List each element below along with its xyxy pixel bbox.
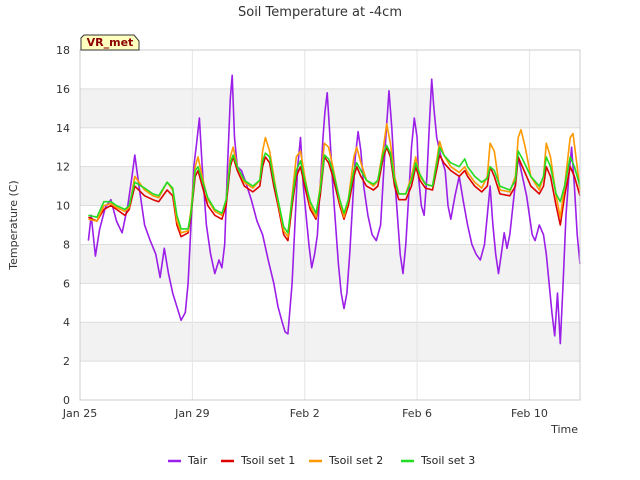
chart-title: Soil Temperature at -4cm bbox=[238, 5, 402, 20]
grid-band bbox=[80, 322, 580, 362]
series-line-tair bbox=[87, 74, 581, 345]
axes bbox=[79, 49, 581, 401]
series-layer bbox=[87, 74, 581, 345]
y-tick-label: 12 bbox=[56, 161, 70, 174]
y-tick-label: 0 bbox=[63, 394, 70, 407]
plot-area bbox=[80, 50, 580, 400]
plot-border bbox=[79, 49, 581, 401]
legend-label: Tsoil set 3 bbox=[420, 454, 475, 467]
y-tick-label: 18 bbox=[56, 44, 70, 57]
x-tick-label: Jan 29 bbox=[174, 407, 209, 420]
y-tick-label: 14 bbox=[56, 122, 70, 135]
legend-item-tsoil-set-3: Tsoil set 3 bbox=[401, 454, 475, 467]
legend: Tair Tsoil set 1 Tsoil set 2 Tsoil set 3 bbox=[168, 454, 475, 467]
y-tick-label: 16 bbox=[56, 83, 70, 96]
station-tag: VR_met bbox=[80, 34, 140, 51]
x-tick-label: Feb 2 bbox=[290, 407, 320, 420]
y-tick-label: 2 bbox=[63, 355, 70, 368]
legend-item-tsoil-set-2: Tsoil set 2 bbox=[309, 454, 383, 467]
legend-item-tair: Tair bbox=[168, 454, 208, 467]
grid-lines bbox=[79, 49, 580, 401]
legend-label: Tsoil set 1 bbox=[240, 454, 295, 467]
x-tick-label: Jan 25 bbox=[62, 407, 97, 420]
y-tick-label: 6 bbox=[63, 277, 70, 290]
y-axis-label: Temperature (C) bbox=[7, 180, 20, 270]
y-tick-label: 10 bbox=[56, 200, 70, 213]
y-tick-labels: 0 2 4 6 8 10 12 14 16 18 bbox=[56, 44, 70, 407]
series-line-tsoil-set-3 bbox=[88, 144, 581, 234]
legend-label: Tsoil set 2 bbox=[328, 454, 383, 467]
x-axis-label: Time bbox=[550, 423, 578, 436]
y-tick-label: 8 bbox=[63, 238, 70, 251]
x-tick-labels: Jan 25 Jan 29 Feb 2 Feb 6 Feb 10 bbox=[62, 407, 548, 420]
station-tag-label: VR_met bbox=[87, 36, 134, 49]
y-tick-label: 4 bbox=[63, 316, 70, 329]
x-tick-label: Feb 6 bbox=[402, 407, 432, 420]
station-tag-box bbox=[80, 34, 140, 51]
grid-band bbox=[80, 88, 580, 128]
legend-item-tsoil-set-1: Tsoil set 1 bbox=[221, 454, 295, 467]
x-tick-label: Feb 10 bbox=[511, 407, 548, 420]
legend-label: Tair bbox=[187, 454, 208, 467]
